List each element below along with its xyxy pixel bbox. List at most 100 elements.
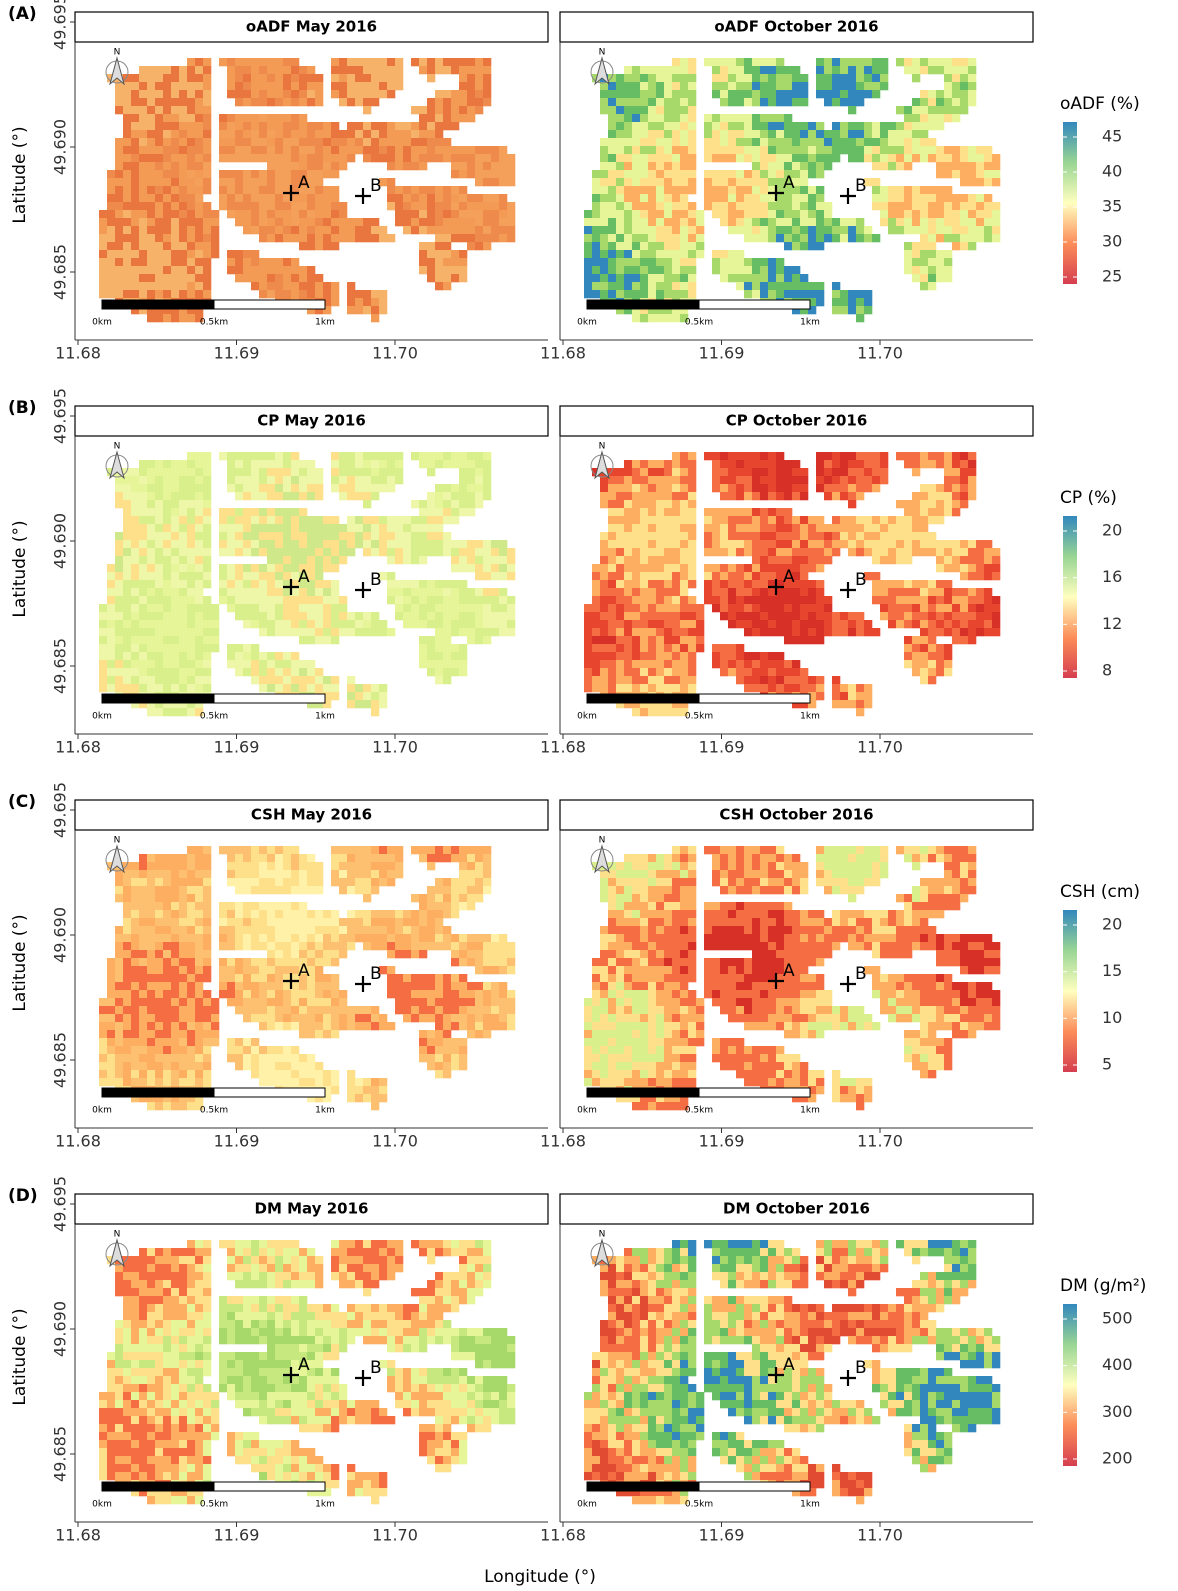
raster-cell (672, 58, 680, 66)
raster-cell (608, 556, 616, 564)
raster-cell (880, 556, 888, 564)
raster-cell (928, 660, 936, 668)
raster-cell (131, 974, 139, 982)
raster-cell (608, 138, 616, 146)
raster-cell (155, 950, 163, 958)
raster-cell (776, 612, 784, 620)
map-panel: CP May 201611.6811.6911.7049.69549.69049… (51, 388, 549, 756)
raster-cell (648, 708, 656, 716)
raster-cell (880, 524, 888, 532)
raster-cell (107, 990, 115, 998)
raster-cell (187, 82, 195, 90)
raster-cell (624, 564, 632, 572)
raster-cell (235, 58, 243, 66)
raster-cell (451, 58, 459, 66)
raster-cell (451, 556, 459, 564)
raster-cell (171, 854, 179, 862)
raster-cell (347, 226, 355, 234)
raster-cell (744, 282, 752, 290)
raster-cell (888, 194, 896, 202)
raster-cell (451, 500, 459, 508)
raster-cell (147, 508, 155, 516)
raster-cell (704, 516, 712, 524)
raster-cell (648, 82, 656, 90)
raster-cell (720, 258, 728, 266)
raster-cell (139, 652, 147, 660)
raster-cell (379, 234, 387, 242)
raster-cell (259, 572, 267, 580)
raster-cell (283, 290, 291, 298)
raster-cell (163, 122, 171, 130)
raster-cell (187, 250, 195, 258)
raster-cell (848, 500, 856, 508)
raster-cell (840, 476, 848, 484)
raster-cell (403, 588, 411, 596)
raster-cell (307, 636, 315, 644)
raster-cell (680, 548, 688, 556)
raster-cell (259, 660, 267, 668)
raster-cell (267, 596, 275, 604)
raster-cell (107, 290, 115, 298)
raster-cell (323, 556, 331, 564)
scalebar-label: 0.5km (200, 712, 228, 722)
raster-cell (728, 274, 736, 282)
raster-cell (123, 186, 131, 194)
raster-cell (592, 628, 600, 636)
raster-cell (187, 644, 195, 652)
raster-cell (115, 958, 123, 966)
raster-cell (832, 82, 840, 90)
raster-cell (912, 540, 920, 548)
raster-cell (616, 226, 624, 234)
raster-cell (395, 66, 403, 74)
raster-cell (147, 460, 155, 468)
raster-cell (235, 218, 243, 226)
raster-cell (379, 306, 387, 314)
raster-cell (688, 234, 696, 242)
raster-cell (163, 106, 171, 114)
raster-cell (744, 58, 752, 66)
raster-cell (664, 508, 672, 516)
raster-cell (672, 66, 680, 74)
raster-cell (688, 170, 696, 178)
raster-cell (99, 274, 107, 282)
raster-cell (507, 612, 515, 620)
raster-cell (944, 146, 952, 154)
raster-cell (680, 524, 688, 532)
raster-cell (688, 82, 696, 90)
raster-cell (475, 588, 483, 596)
raster-cell (315, 74, 323, 82)
raster-cell (744, 628, 752, 636)
raster-cell (920, 596, 928, 604)
raster-cell (235, 74, 243, 82)
raster-cell (483, 540, 491, 548)
raster-cell (944, 644, 952, 652)
raster-cell (267, 612, 275, 620)
raster-cell (243, 138, 251, 146)
raster-cell (808, 524, 816, 532)
raster-cell (251, 492, 259, 500)
raster-cell (776, 90, 784, 98)
raster-cell (235, 452, 243, 460)
raster-cell (123, 958, 131, 966)
raster-cell (339, 612, 347, 620)
raster-cell (155, 66, 163, 74)
raster-cell (123, 974, 131, 982)
raster-cell (904, 266, 912, 274)
raster-cell (307, 628, 315, 636)
raster-cell (283, 82, 291, 90)
raster-cell (347, 484, 355, 492)
raster-cell (968, 194, 976, 202)
raster-cell (944, 596, 952, 604)
raster-cell (387, 178, 395, 186)
raster-cell (928, 452, 936, 460)
raster-cell (435, 492, 443, 500)
raster-cell (139, 194, 147, 202)
raster-cell (656, 572, 664, 580)
raster-cell (600, 556, 608, 564)
raster-cell (147, 130, 155, 138)
raster-cell (728, 604, 736, 612)
raster-cell (944, 250, 952, 258)
raster-cell (952, 194, 960, 202)
raster-cell (187, 170, 195, 178)
raster-cell (816, 242, 824, 250)
